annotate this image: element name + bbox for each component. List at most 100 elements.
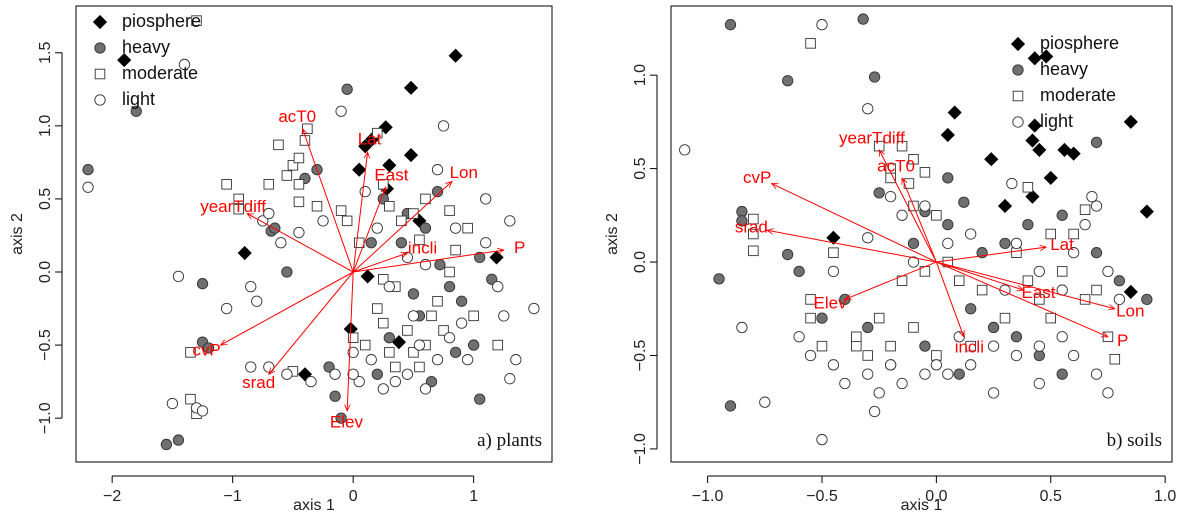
light-point	[1090, 368, 1103, 380]
light-point	[377, 383, 389, 395]
legend-label-heavy: heavy	[1040, 59, 1088, 79]
loading-label: East	[1022, 283, 1056, 302]
loading-arrow	[303, 129, 354, 273]
heavy-point	[1056, 209, 1068, 221]
loading-label: cvP	[192, 340, 220, 359]
legend-piosphere-marker	[92, 14, 108, 30]
heavy-point	[965, 303, 977, 315]
light-point	[419, 383, 432, 395]
loading-label: incli	[408, 239, 437, 258]
light-point	[896, 209, 908, 221]
loading-arrow	[879, 150, 937, 263]
moderate-point	[885, 340, 896, 352]
legend-label-piosphere: piosphere	[1040, 33, 1119, 53]
light-point	[1067, 247, 1080, 259]
y-tick-label: 0.0	[632, 251, 649, 273]
loading-label: yearTdiff	[839, 129, 905, 148]
moderate-point	[805, 294, 816, 305]
light-point	[335, 105, 347, 117]
loading-arrow	[936, 261, 1023, 290]
x-tick-label: 1.0	[1154, 488, 1176, 505]
moderate-point	[444, 205, 455, 216]
legend-light-marker	[1012, 116, 1024, 128]
light-point	[1102, 387, 1114, 399]
moderate-point	[828, 247, 839, 258]
legend: piosphere heavy moderate light	[1010, 33, 1119, 131]
light-point	[461, 354, 474, 366]
moderate-point	[976, 284, 988, 296]
loading-arrow	[352, 181, 452, 273]
loading-arrow	[221, 271, 354, 345]
moderate-point	[438, 325, 449, 336]
moderate-point	[748, 213, 759, 225]
heavy-point	[474, 393, 486, 405]
light-point	[504, 215, 516, 227]
y-tick-label: −1.0	[37, 402, 54, 434]
loading-arrow	[772, 183, 937, 263]
y-tick-label: −0.5	[37, 329, 54, 361]
y-tick-label: 1.0	[632, 64, 649, 86]
heavy-point	[736, 205, 748, 218]
moderate-point	[233, 203, 244, 215]
loading-label: P	[1117, 331, 1128, 350]
heavy-point	[713, 273, 725, 285]
heavy-point	[82, 164, 94, 176]
light-point	[804, 349, 817, 362]
loading-arrow	[353, 250, 504, 273]
moderate-point	[805, 38, 816, 49]
loading-arrow	[269, 271, 354, 374]
piosphere-point	[1043, 170, 1058, 186]
light-point	[793, 331, 805, 343]
heavy-point	[160, 438, 173, 451]
light-point	[1033, 377, 1045, 390]
light-point	[930, 359, 943, 371]
light-point	[498, 310, 510, 322]
light-point	[987, 340, 1000, 352]
x-axis-title: axis 1	[901, 497, 943, 514]
light-point	[383, 280, 395, 293]
loading-label: Elev	[330, 412, 364, 431]
light-point	[1113, 293, 1126, 306]
heavy-point	[371, 368, 383, 380]
light-point	[431, 354, 444, 366]
x-axis: −1.0 −0.5 0.0 0.5 1.0 axis 1	[692, 475, 1176, 514]
piosphere-point	[940, 127, 955, 143]
light-point	[245, 361, 257, 373]
light-point	[1102, 265, 1114, 278]
x-tick-label: −1.0	[692, 488, 724, 505]
heavy-point	[434, 259, 446, 271]
loading-arrow	[347, 271, 354, 411]
moderate-point	[1045, 312, 1057, 324]
light-point	[305, 375, 317, 388]
x-tick-label: −1	[224, 488, 242, 505]
moderate-point	[965, 340, 976, 352]
loading-label: cvP	[743, 168, 771, 187]
moderate-point	[378, 274, 389, 285]
light-point	[1033, 265, 1045, 278]
moderate-point	[414, 234, 425, 246]
heavy-point	[958, 196, 970, 208]
legend-label-light: light	[122, 89, 155, 109]
piosphere-point	[1066, 146, 1081, 161]
light-point	[759, 396, 771, 408]
light-point	[245, 280, 257, 293]
moderate-point	[1079, 294, 1091, 305]
moderate-point	[311, 200, 323, 212]
loading-arrow	[935, 261, 963, 337]
moderate-point	[378, 317, 389, 329]
heavy-point	[724, 19, 737, 31]
piosphere-point	[1123, 284, 1138, 300]
piosphere-point	[352, 162, 367, 177]
heavy-point	[1090, 247, 1103, 259]
legend: piosphere heavy moderate light	[92, 11, 201, 109]
moderate-point	[1022, 182, 1034, 193]
light-point	[1006, 177, 1018, 190]
moderate-point	[462, 222, 473, 234]
light-point	[816, 19, 828, 31]
loading-label: incli	[955, 338, 984, 357]
legend-heavy-marker	[1012, 64, 1024, 76]
heavy-point	[202, 342, 215, 354]
moderate-point	[805, 312, 816, 324]
light-point	[1067, 349, 1080, 362]
piosphere-point	[360, 269, 375, 284]
